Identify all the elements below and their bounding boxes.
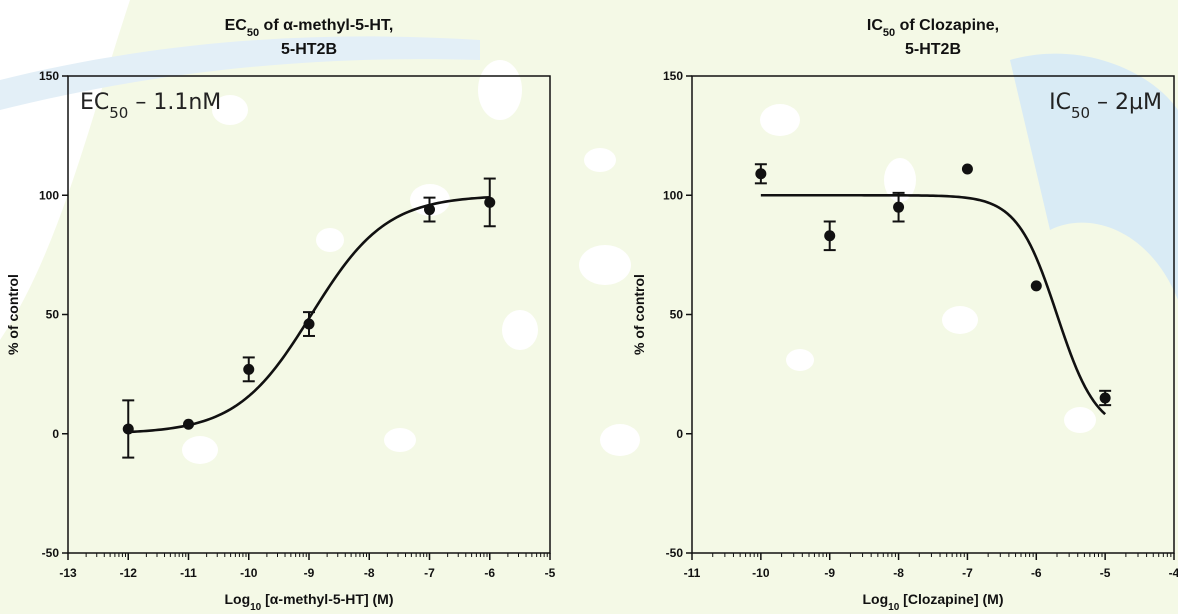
background-spot <box>1064 407 1096 433</box>
y-tick-label: -50 <box>42 546 60 560</box>
y-tick-label: 150 <box>663 69 683 83</box>
data-point <box>824 230 836 242</box>
y-tick-label: 0 <box>52 427 59 441</box>
data-point <box>424 204 435 216</box>
x-tick-label: -12 <box>120 566 138 580</box>
background-spot <box>884 158 916 202</box>
chart-title: EC50 of α-methyl-5-HT, <box>225 17 394 39</box>
background-spot <box>478 60 522 120</box>
x-tick-label: -11 <box>180 566 197 580</box>
x-tick-label: -5 <box>1100 566 1111 580</box>
x-tick-label: -6 <box>484 566 495 580</box>
x-tick-label: -4 <box>1169 566 1178 580</box>
background-spot <box>600 424 640 456</box>
y-tick-label: 100 <box>663 188 683 202</box>
background-stripe <box>1010 53 1178 301</box>
x-axis-label: Log10 [α-methyl-5-HT] (M) <box>224 591 393 613</box>
x-tick-label: -8 <box>893 566 904 580</box>
data-point <box>303 318 315 330</box>
chart-subtitle: 5-HT2B <box>905 41 961 58</box>
data-point <box>183 418 194 430</box>
data-point <box>484 196 496 208</box>
data-point <box>755 168 767 180</box>
background-spot <box>212 95 248 125</box>
y-tick-label: 0 <box>676 427 683 441</box>
annotation-text: IC50 – 2µM <box>1049 90 1162 122</box>
annotation-text: EC50 – 1.1nM <box>80 90 221 122</box>
background-spot <box>942 306 978 334</box>
x-axis-label: Log10 [Clozapine] (M) <box>863 591 1004 613</box>
x-tick-label: -5 <box>545 566 556 580</box>
y-axis-label: % of control <box>631 274 647 355</box>
data-point <box>122 423 134 435</box>
background-spot <box>584 148 616 172</box>
x-tick-label: -13 <box>59 566 77 580</box>
x-tick-label: -10 <box>240 566 258 580</box>
background-stripe-arc <box>0 36 480 110</box>
x-tick-label: -9 <box>824 566 835 580</box>
x-tick-label: -8 <box>364 566 375 580</box>
x-tick-label: -7 <box>962 566 973 580</box>
data-point <box>1099 392 1111 404</box>
background-spot <box>182 436 218 464</box>
data-point <box>961 163 973 175</box>
x-tick-label: -6 <box>1031 566 1042 580</box>
chart-title: IC50 of Clozapine, <box>867 17 999 39</box>
background-spot <box>316 228 344 252</box>
background-spot <box>579 245 631 285</box>
chart-subtitle: 5-HT2B <box>281 41 337 58</box>
x-tick-label: -7 <box>424 566 435 580</box>
y-tick-label: 50 <box>46 308 60 322</box>
y-tick-label: 100 <box>39 188 59 202</box>
y-axis-label: % of control <box>5 274 21 355</box>
y-tick-label: -50 <box>666 546 684 560</box>
data-point <box>243 363 255 375</box>
x-tick-label: -9 <box>304 566 315 580</box>
plot-frame-2 <box>691 75 1175 554</box>
background-spot <box>502 310 538 350</box>
background-spot <box>760 104 800 136</box>
x-tick-label: -11 <box>684 566 701 580</box>
background-spot <box>786 349 814 371</box>
background-spot <box>384 428 416 452</box>
fit-curve <box>760 193 1107 416</box>
x-tick-label: -10 <box>752 566 770 580</box>
y-tick-label: 50 <box>670 308 684 322</box>
data-point <box>893 201 905 213</box>
y-tick-label: 150 <box>39 69 59 83</box>
data-point <box>1030 280 1042 292</box>
